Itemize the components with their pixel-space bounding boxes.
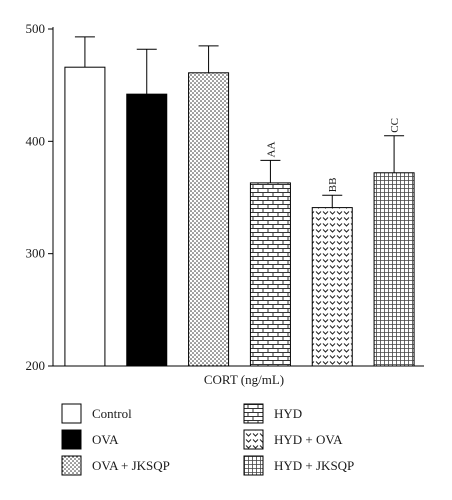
y-tick-label: 400 bbox=[26, 133, 46, 148]
legend-swatch bbox=[61, 455, 82, 476]
y-tick-label: 500 bbox=[26, 21, 46, 36]
legend-swatch bbox=[243, 455, 264, 476]
significance-label: CC bbox=[389, 118, 401, 133]
bar-4 bbox=[249, 182, 291, 367]
bar-1 bbox=[64, 66, 106, 367]
legend-label: Control bbox=[92, 406, 132, 421]
y-tick-label: 200 bbox=[26, 358, 46, 373]
legend-label: HYD bbox=[274, 406, 302, 421]
x-axis-title: CORT (ng/mL) bbox=[204, 372, 284, 387]
legend: Control OVA OVA + JKSQP HYD HYD + OVA HYD + J… bbox=[61, 403, 354, 476]
bars bbox=[64, 66, 415, 367]
legend-label: OVA + JKSQP bbox=[92, 458, 170, 473]
bar-6 bbox=[373, 172, 415, 367]
legend-label: HYD + OVA bbox=[274, 432, 343, 447]
legend-swatch bbox=[243, 429, 264, 450]
legend-swatch bbox=[243, 403, 264, 424]
axes: 200 300 400 500 bbox=[26, 21, 424, 373]
legend-label: HYD + JKSQP bbox=[274, 458, 354, 473]
y-tick-label: 300 bbox=[26, 246, 46, 261]
error-bars bbox=[74, 36, 405, 208]
bar-5 bbox=[311, 207, 353, 367]
significance-label: BB bbox=[327, 178, 339, 193]
legend-swatch bbox=[61, 403, 82, 424]
legend-swatch bbox=[61, 429, 82, 450]
bar-2 bbox=[126, 93, 168, 367]
legend-label: OVA bbox=[92, 432, 119, 447]
bar-3 bbox=[188, 72, 230, 367]
significance-labels: AA BB CC bbox=[265, 118, 401, 192]
significance-label: AA bbox=[265, 141, 277, 157]
